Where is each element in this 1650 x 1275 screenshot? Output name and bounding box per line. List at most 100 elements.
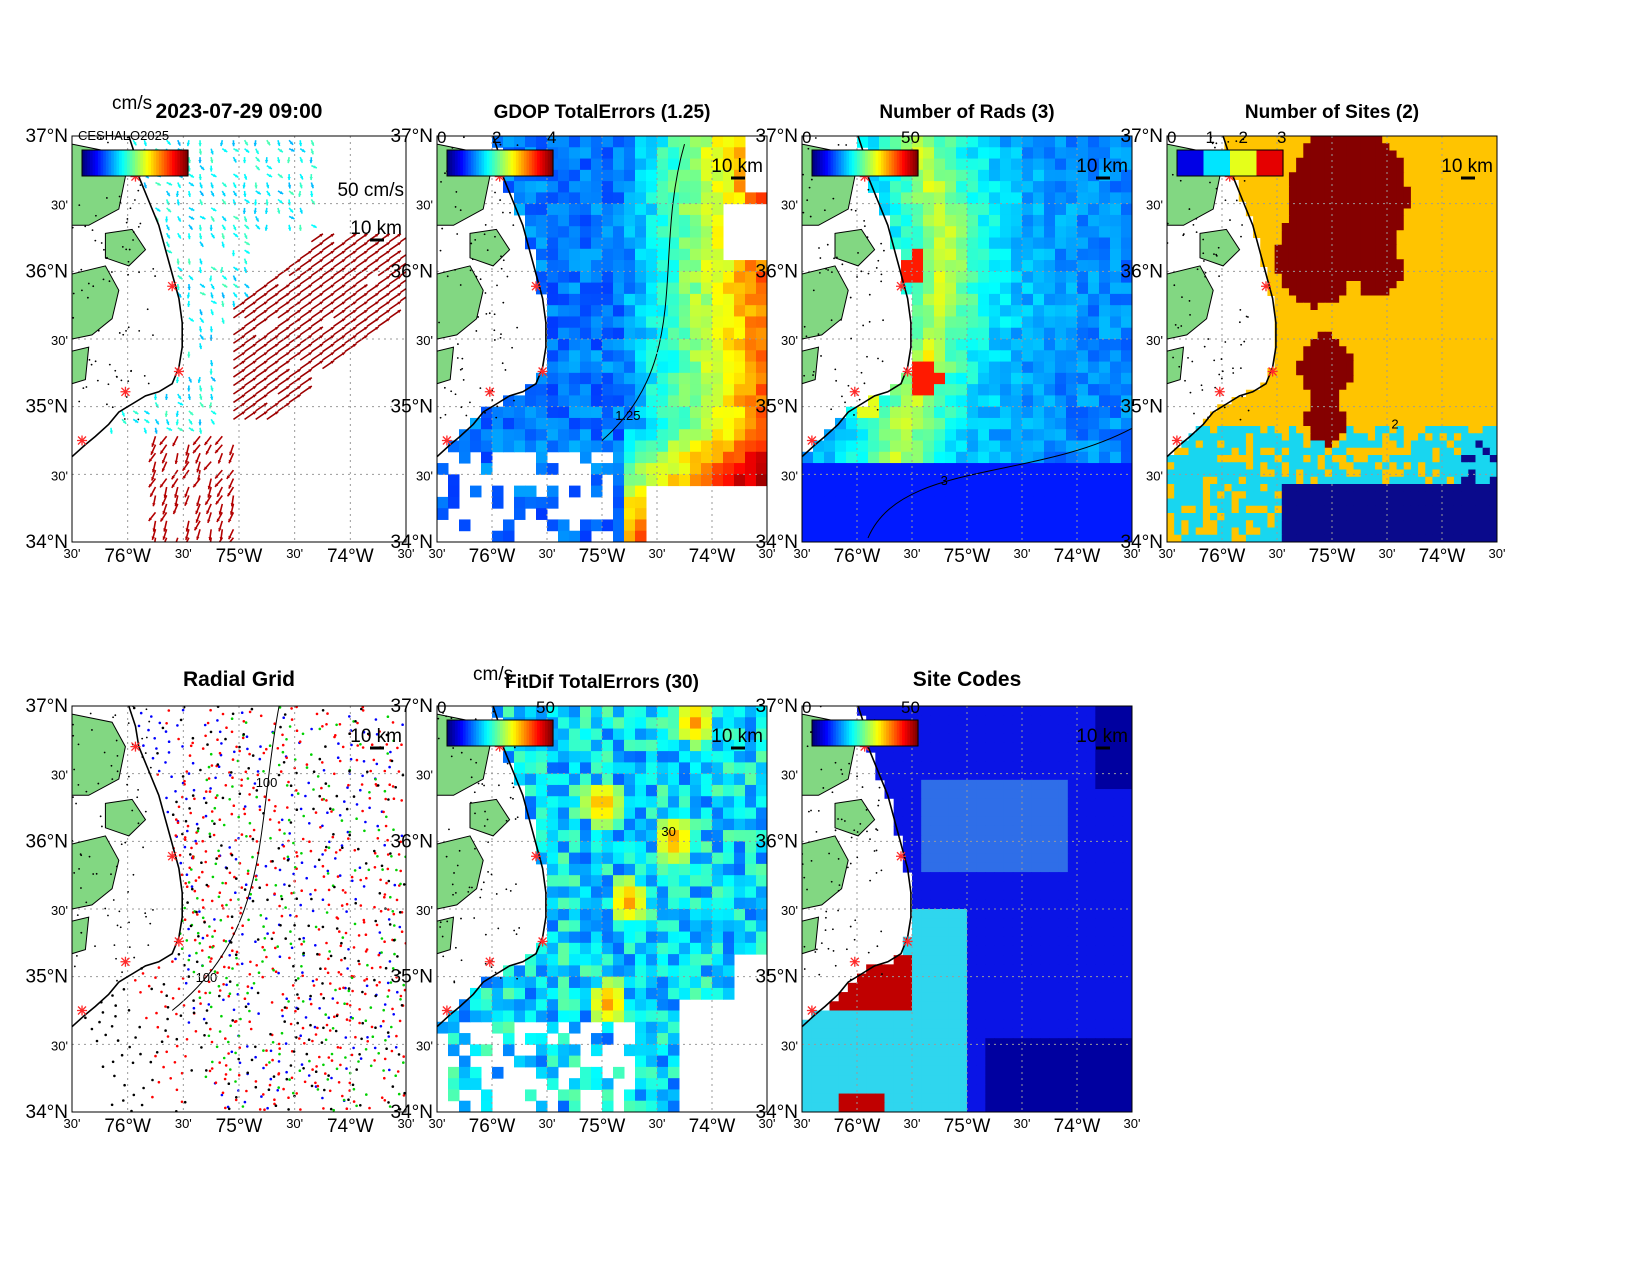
lon-tick-label: 30' <box>398 1116 415 1131</box>
scale-bar-label: 10 km <box>350 726 402 747</box>
colorbar-tick-label: 3 <box>1277 128 1286 147</box>
lon-tick-label: 74°W <box>1054 546 1101 567</box>
site-star-icon <box>537 936 548 947</box>
site-star-icon <box>531 281 541 292</box>
lat-tick-label: 35°N <box>391 397 433 418</box>
lat-tick-label: 30' <box>781 198 798 213</box>
lat-tick-label: 35°N <box>756 397 798 418</box>
lon-tick-label: 75°W <box>944 1116 991 1137</box>
lat-tick-label: 30' <box>51 198 68 213</box>
lon-tick-label: 30' <box>904 546 921 561</box>
lat-tick-label: 30' <box>781 903 798 918</box>
lat-tick-label: 30' <box>51 468 68 483</box>
lat-tick-label: 34°N <box>391 1102 433 1123</box>
colorbar <box>446 149 554 177</box>
lon-tick-label: 30' <box>1159 546 1176 561</box>
lat-tick-label: 34°N <box>26 532 68 553</box>
lon-tick-label: 30' <box>1379 546 1396 561</box>
lat-tick-label: 30' <box>781 333 798 348</box>
coastline <box>1167 136 1277 458</box>
colorbar-tick-label: 0 <box>802 128 811 147</box>
site-star-icon <box>167 851 178 862</box>
scale-bar-label: 10 km <box>1441 156 1493 177</box>
contour-line <box>601 143 685 441</box>
lat-tick-label: 34°N <box>756 532 798 553</box>
site-star-icon <box>896 281 906 292</box>
colorbar <box>811 149 919 177</box>
lon-tick-label: 30' <box>1489 546 1506 561</box>
panel-title: 2023-07-29 09:00 <box>156 100 323 123</box>
site-star-icon <box>849 386 860 397</box>
contour-label: 2 <box>1391 416 1398 431</box>
lon-tick-label: 30' <box>649 546 666 561</box>
land-polygon <box>1199 228 1241 267</box>
lat-tick-label: 37°N <box>756 696 798 717</box>
scale-bar-label: 10 km <box>350 218 402 239</box>
site-star-icon <box>531 851 541 862</box>
map-panel-nrads: 337°N30'36°N30'35°N30'34°N30' 76°W 30' 75°W… <box>756 102 1141 567</box>
colorbar <box>446 719 554 747</box>
site-star-icon <box>130 741 141 752</box>
colorbar-tick-label: 1 <box>1206 128 1215 147</box>
site-star-icon <box>896 851 906 862</box>
colorbar-tick-label: 50 <box>536 698 555 717</box>
lat-tick-label: 30' <box>416 468 433 483</box>
lon-tick-label: 76°W <box>469 546 516 567</box>
site-star-icon <box>1214 386 1225 397</box>
lat-tick-label: 36°N <box>26 831 68 852</box>
land-polygon <box>437 835 484 910</box>
contour-line <box>171 706 280 1011</box>
coastline <box>802 706 912 1028</box>
site-star-icon <box>537 366 548 377</box>
site-star-icon <box>1267 366 1278 377</box>
coastline <box>802 136 912 458</box>
land-polygon <box>437 265 484 340</box>
lon-tick-label: 74°W <box>327 1116 374 1137</box>
lon-tick-label: 30' <box>1269 546 1286 561</box>
lon-tick-label: 75°W <box>579 1116 626 1137</box>
lon-tick-label: 30' <box>1014 546 1031 561</box>
lon-tick-label: 30' <box>429 546 446 561</box>
lon-tick-label: 30' <box>794 1116 811 1131</box>
coastline <box>72 136 183 458</box>
land-polygon <box>104 798 147 837</box>
colorbar-tick-label: 50 <box>901 128 920 147</box>
lon-tick-label: 74°W <box>689 1116 736 1137</box>
lat-tick-label: 30' <box>51 1038 68 1053</box>
lat-tick-label: 30' <box>416 903 433 918</box>
lat-tick-label: 36°N <box>391 261 433 282</box>
lon-tick-label: 30' <box>286 546 303 561</box>
contour-label: 1.25 <box>615 408 640 423</box>
land-polygon <box>1167 265 1214 340</box>
axes-frame <box>801 705 1133 1113</box>
lon-tick-label: 74°W <box>1054 1116 1101 1137</box>
lon-tick-label: 30' <box>175 1116 192 1131</box>
axes-frame <box>436 705 768 1113</box>
vector-scale-label: 50 cm/s <box>337 180 404 201</box>
lat-tick-label: 34°N <box>26 1102 68 1123</box>
lat-tick-label: 35°N <box>391 967 433 988</box>
axes-frame <box>436 135 768 543</box>
lon-tick-label: 76°W <box>834 546 881 567</box>
land-polygon <box>72 346 90 385</box>
site-star-icon <box>120 386 131 397</box>
lon-tick-label: 30' <box>794 546 811 561</box>
lon-tick-label: 30' <box>649 1116 666 1131</box>
map-panel-codes: 37°N30'36°N30'35°N30'34°N30' 76°W 30' 75°W 3… <box>756 668 1141 1137</box>
overlay-text: CESHALO2025 <box>78 128 169 143</box>
lat-tick-label: 30' <box>1146 333 1163 348</box>
contour-label: 100 <box>256 775 278 790</box>
lat-tick-label: 35°N <box>26 967 68 988</box>
lat-tick-label: 30' <box>416 198 433 213</box>
colorbar-tick-label: 0 <box>1167 128 1176 147</box>
lon-tick-label: 75°W <box>944 546 991 567</box>
land-polygon <box>72 916 90 955</box>
land-polygon <box>72 265 120 340</box>
land-polygon <box>834 228 876 267</box>
map-panel-currents: 37°N30'36°N30'35°N30'34°N30' 76°W 30' 75°W 3… <box>26 93 415 567</box>
lat-tick-label: 37°N <box>26 126 68 147</box>
contour-label: 30 <box>661 824 675 839</box>
land-polygon <box>802 346 820 385</box>
lat-tick-label: 36°N <box>756 261 798 282</box>
